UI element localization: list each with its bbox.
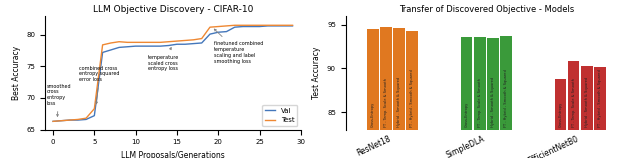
Title: Transfer of Discovered Objective - Models: Transfer of Discovered Objective - Model… (399, 5, 574, 14)
Val (280, 25, 288, 27)
Test (99, 44, 106, 46)
Text: combined cross
entropy squared
error loss: combined cross entropy squared error los… (79, 66, 120, 104)
Val (124, 46, 131, 48)
Val (49, 120, 57, 122)
Test (83, 117, 90, 119)
Val (223, 31, 230, 33)
Val (189, 43, 197, 45)
Text: finetuned combined
temperature
scaling and label
smoothing loss: finetuned combined temperature scaling a… (214, 29, 264, 64)
Legend: Val, Test: Val, Test (262, 105, 298, 126)
Bar (380, 27, 392, 130)
Val (198, 42, 205, 44)
Test (264, 24, 271, 26)
Test (206, 26, 214, 28)
Text: FT - Hybrid - Smooth & Squared: FT - Hybrid - Smooth & Squared (410, 70, 414, 127)
X-axis label: LLM Proposals/Generations: LLM Proposals/Generations (121, 151, 225, 158)
Test (74, 118, 82, 120)
Test (66, 119, 74, 121)
Bar (461, 37, 472, 130)
Val (107, 49, 115, 51)
Bar (555, 79, 566, 130)
Bar (474, 37, 486, 130)
Bar (568, 61, 579, 130)
Val (74, 119, 82, 121)
Test (124, 41, 131, 43)
Val (90, 115, 98, 117)
Text: Hybrid - Smooth & Squared: Hybrid - Smooth & Squared (585, 77, 589, 127)
Text: Hybrid - Smooth & Squared: Hybrid - Smooth & Squared (397, 77, 401, 127)
Test (231, 24, 239, 26)
Text: temperature
scaled cross
entropy loss: temperature scaled cross entropy loss (148, 48, 179, 72)
Val (181, 43, 189, 45)
Val (173, 43, 180, 45)
Text: Cross-Entropy: Cross-Entropy (465, 102, 468, 127)
Test (140, 41, 148, 43)
Val (148, 45, 156, 47)
Bar (581, 66, 593, 130)
Test (289, 24, 296, 26)
Text: Cross-Entropy: Cross-Entropy (559, 102, 563, 127)
Test (115, 41, 123, 43)
Test (90, 108, 98, 110)
Val (115, 46, 123, 48)
Text: FT - Temp. Scale & Smooth: FT - Temp. Scale & Smooth (384, 79, 388, 127)
Test (223, 25, 230, 27)
Line: Val: Val (53, 26, 292, 121)
Test (198, 38, 205, 40)
Test (173, 40, 180, 42)
Title: LLM Objective Discovery - CIFAR-10: LLM Objective Discovery - CIFAR-10 (93, 5, 253, 14)
Val (58, 120, 65, 122)
Test (255, 24, 263, 26)
Text: smoothed
cross
entropy
loss: smoothed cross entropy loss (47, 84, 71, 116)
Test (272, 24, 280, 26)
Test (157, 41, 164, 43)
Text: Cross-Entropy: Cross-Entropy (371, 102, 375, 127)
Text: Hybrid - Smooth & Squared: Hybrid - Smooth & Squared (491, 77, 495, 127)
Val (239, 26, 247, 27)
Bar (394, 28, 405, 130)
Val (83, 118, 90, 120)
Bar (406, 31, 418, 130)
Val (157, 45, 164, 47)
Bar (500, 36, 512, 130)
Test (58, 120, 65, 122)
Test (214, 26, 222, 27)
Test (248, 24, 255, 26)
Val (66, 119, 74, 121)
Val (289, 25, 296, 27)
Test (280, 24, 288, 26)
Line: Test: Test (53, 25, 292, 121)
Text: FT - Hybrid - Smooth & Squared: FT - Hybrid - Smooth & Squared (504, 70, 508, 127)
Test (189, 39, 197, 41)
Test (165, 41, 173, 43)
Val (214, 31, 222, 33)
Bar (487, 38, 499, 130)
Val (206, 33, 214, 35)
Val (132, 45, 140, 47)
Test (107, 42, 115, 44)
Val (231, 26, 239, 28)
Test (49, 120, 57, 122)
Text: FT - Temp. Scale & Smooth: FT - Temp. Scale & Smooth (478, 79, 482, 127)
Bar (594, 67, 606, 130)
Test (148, 41, 156, 43)
Val (255, 26, 263, 27)
Val (99, 52, 106, 53)
Y-axis label: Test Accuracy: Test Accuracy (312, 46, 321, 99)
Y-axis label: Best Accuracy: Best Accuracy (12, 46, 20, 100)
Text: FT - Hybrid - Smooth & Squared: FT - Hybrid - Smooth & Squared (598, 70, 602, 127)
Val (264, 25, 271, 27)
Val (248, 26, 255, 27)
Text: FT - Temp. Scale & Smooth: FT - Temp. Scale & Smooth (572, 79, 576, 127)
Val (140, 45, 148, 47)
Test (239, 24, 247, 26)
Val (165, 45, 173, 46)
Val (272, 25, 280, 27)
Test (181, 40, 189, 41)
Bar (367, 29, 379, 130)
Test (132, 41, 140, 43)
